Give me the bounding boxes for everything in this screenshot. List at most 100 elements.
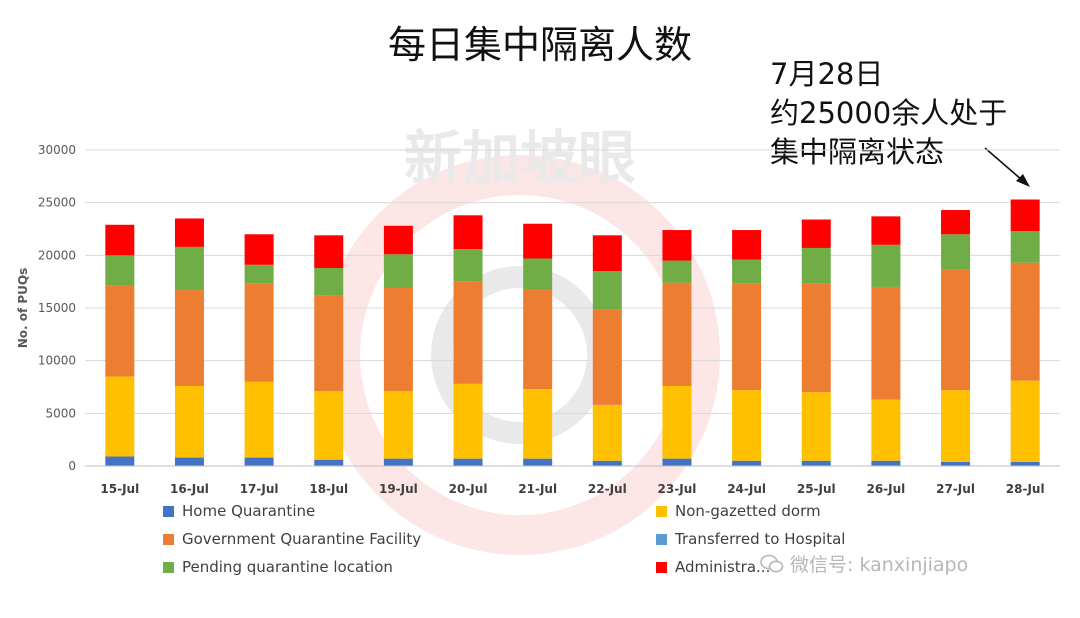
chart-title: 每日集中隔离人数 bbox=[387, 23, 692, 67]
x-tick-label: 23-Jul bbox=[658, 482, 697, 496]
bar-segment bbox=[314, 391, 344, 460]
x-tick-label: 21-Jul bbox=[518, 482, 557, 496]
wechat-id-text: 微信号: kanxinjiapo bbox=[790, 554, 969, 576]
bar-segment bbox=[453, 383, 483, 459]
annotation-line-3: 集中隔离状态 bbox=[770, 135, 945, 169]
bar-segment bbox=[523, 258, 553, 290]
bar-segment bbox=[941, 269, 971, 391]
bar-segment bbox=[801, 247, 831, 284]
legend-swatch bbox=[163, 561, 174, 573]
legend-label: Non-gazetted dorm bbox=[675, 502, 821, 520]
watermark-logo-text: 新加坡眼 bbox=[404, 124, 636, 192]
bar-segment bbox=[871, 244, 901, 287]
bar-segment bbox=[871, 286, 901, 400]
bar-segment bbox=[523, 223, 553, 259]
bar-segment bbox=[453, 281, 483, 384]
bar-segment bbox=[801, 283, 831, 393]
bar-segment bbox=[244, 283, 274, 382]
legend-swatch bbox=[656, 533, 667, 545]
bar-segment bbox=[383, 458, 413, 466]
bar-segment bbox=[244, 457, 274, 466]
legend-item: Transferred to Hospital bbox=[656, 530, 845, 548]
x-tick-label: 22-Jul bbox=[588, 482, 627, 496]
x-tick-label: 25-Jul bbox=[797, 482, 836, 496]
bar-segment bbox=[732, 390, 762, 461]
y-tick-label: 20000 bbox=[38, 248, 76, 262]
bar-segment bbox=[1010, 262, 1040, 381]
legend-label: Administra... bbox=[675, 558, 771, 576]
bar-segment bbox=[1010, 199, 1040, 232]
y-tick-label: 15000 bbox=[38, 301, 76, 315]
legend-item: Government Quarantine Facility bbox=[163, 530, 421, 548]
bar-segment bbox=[174, 246, 204, 291]
bar-segment bbox=[105, 376, 135, 457]
x-tick-label: 19-Jul bbox=[379, 482, 418, 496]
bar-segment bbox=[592, 404, 622, 461]
x-tick-label: 27-Jul bbox=[936, 482, 975, 496]
bar-segment bbox=[941, 461, 971, 466]
bar-segment bbox=[732, 460, 762, 466]
bar-segment bbox=[592, 460, 622, 466]
y-tick-label: 5000 bbox=[45, 406, 76, 420]
legend-label: Government Quarantine Facility bbox=[182, 530, 422, 548]
annotation-line-2: 约25000余人处于 bbox=[770, 96, 1008, 130]
annotation-line-1: 7月28日 bbox=[770, 57, 884, 91]
bar-segment bbox=[732, 259, 762, 284]
legend-label: Home Quarantine bbox=[182, 502, 316, 520]
bar-segment bbox=[383, 254, 413, 288]
bar-segment bbox=[801, 392, 831, 461]
bar-segment bbox=[732, 230, 762, 260]
legend-label: Pending quarantine location bbox=[182, 558, 393, 576]
bar-segment bbox=[383, 287, 413, 392]
x-tick-label: 17-Jul bbox=[240, 482, 279, 496]
x-tick-label: 26-Jul bbox=[866, 482, 905, 496]
y-axis-label: No. of PUQs bbox=[16, 268, 30, 349]
y-tick-label: 10000 bbox=[38, 354, 76, 368]
bar-segment bbox=[453, 458, 483, 466]
bar-segment bbox=[244, 234, 274, 265]
annotation-arrow bbox=[984, 147, 1030, 187]
bar-segment bbox=[1010, 380, 1040, 462]
bar-segment bbox=[941, 390, 971, 462]
bar-segment bbox=[314, 235, 344, 268]
bar-segment bbox=[244, 264, 274, 284]
x-tick-label: 15-Jul bbox=[100, 482, 139, 496]
wechat-icon bbox=[760, 554, 784, 573]
legend-item: Administra... bbox=[656, 558, 770, 576]
bar-segment bbox=[523, 458, 553, 466]
bar-segment bbox=[383, 225, 413, 255]
bar-segment bbox=[174, 218, 204, 247]
y-tick-label: 25000 bbox=[38, 196, 76, 210]
bar-segment bbox=[871, 399, 901, 461]
bar-segment bbox=[523, 289, 553, 390]
bar-segment bbox=[732, 283, 762, 391]
x-tick-label: 24-Jul bbox=[727, 482, 766, 496]
bar-segment bbox=[662, 458, 692, 466]
bar-segment bbox=[105, 224, 135, 256]
bar-segment bbox=[871, 216, 901, 245]
bar-segment bbox=[174, 290, 204, 386]
x-tick-label: 18-Jul bbox=[309, 482, 348, 496]
annotation-text: 7月28日 约25000余人处于 集中隔离状态 bbox=[770, 55, 1007, 172]
bar-segment bbox=[662, 282, 692, 386]
legend-swatch bbox=[163, 505, 174, 517]
bar-segment bbox=[105, 255, 135, 286]
bar-segment bbox=[592, 309, 622, 405]
bar-segment bbox=[592, 235, 622, 272]
bar-segment bbox=[941, 234, 971, 270]
bar-segment bbox=[1010, 461, 1040, 466]
bar-segment bbox=[801, 460, 831, 466]
x-tick-label: 28-Jul bbox=[1006, 482, 1045, 496]
bar-segment bbox=[314, 459, 344, 466]
bar-segment bbox=[105, 285, 135, 377]
legend-swatch bbox=[656, 561, 667, 573]
legend-item: Home Quarantine bbox=[163, 502, 315, 520]
bar-segment bbox=[941, 210, 971, 235]
bar-segment bbox=[662, 260, 692, 283]
legend-item: Pending quarantine location bbox=[163, 558, 393, 576]
bar-segment bbox=[523, 389, 553, 459]
bar-segment bbox=[314, 267, 344, 296]
legend-item: Non-gazetted dorm bbox=[656, 502, 821, 520]
legend-label: Transferred to Hospital bbox=[675, 530, 846, 548]
